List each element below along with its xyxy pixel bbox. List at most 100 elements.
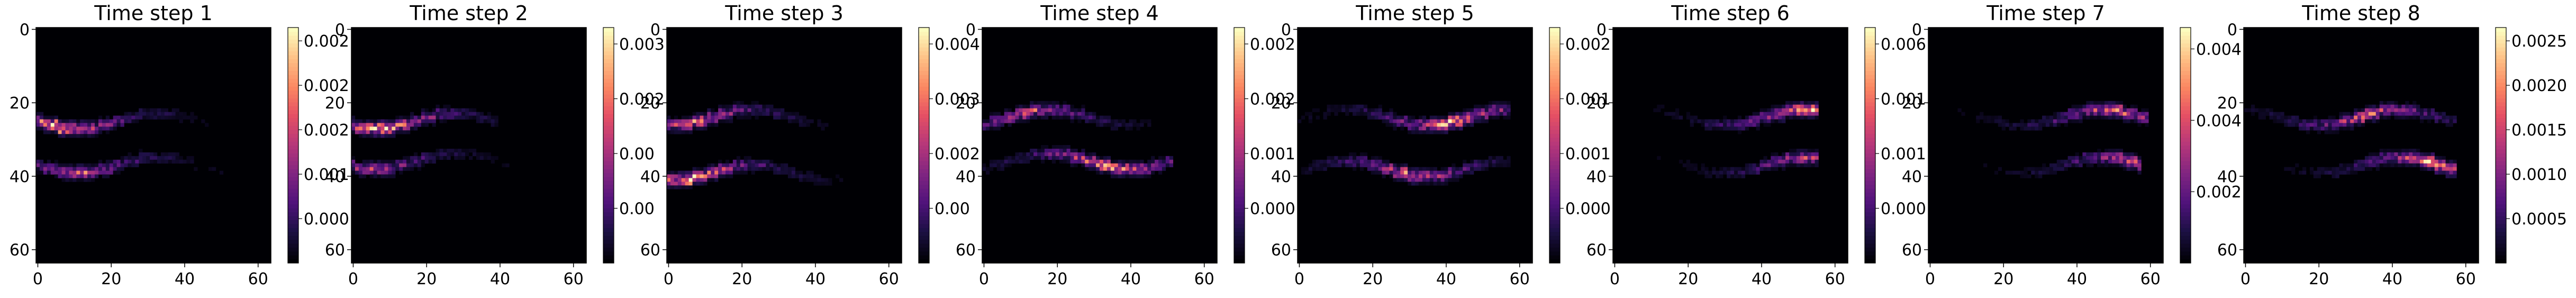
heatmap-cell (1066, 145, 1071, 149)
heatmap-cell (432, 152, 436, 157)
heatmap-cell (2346, 123, 2351, 127)
heatmap-cell (421, 123, 425, 127)
colorbar-segment (1865, 196, 1875, 201)
heatmap-cell (454, 108, 458, 112)
heatmap-cell (2328, 119, 2332, 123)
heatmap-cell (1463, 108, 1467, 112)
heatmap-cell (1382, 119, 1386, 123)
colorbar-segment (2180, 98, 2191, 103)
heatmap-cell (1418, 167, 1423, 171)
heatmap-cell (1433, 123, 1437, 127)
heatmap-cell (674, 127, 678, 131)
colorbar-segment (919, 184, 929, 189)
heatmap-cell (483, 156, 487, 160)
heatmap-cell (54, 170, 58, 175)
colorbar-segment (288, 110, 298, 114)
heatmap-cell (2317, 127, 2321, 131)
x-tick-label: 40 (490, 270, 510, 288)
heatmap-cell (2024, 123, 2028, 127)
heatmap-cell (1484, 108, 1489, 112)
colorbar-segment (1549, 173, 1560, 177)
heatmap-cell (1055, 148, 1059, 153)
heatmap-cell (740, 104, 744, 109)
heatmap-cell (131, 159, 135, 164)
heatmap-cell (1693, 167, 1698, 171)
heatmap-cell (806, 174, 810, 178)
colorbar-segment (1549, 55, 1560, 59)
colorbar-segment (919, 255, 929, 260)
colorbar-segment (288, 118, 298, 122)
heatmap-cell (1015, 156, 1019, 160)
heatmap-cell (1778, 108, 1782, 112)
heatmap-cell (1690, 119, 1694, 123)
heatmap-cell (84, 163, 88, 167)
heatmap-cell (1741, 123, 1746, 127)
heatmap-cell (395, 123, 400, 127)
heatmap-cell (1022, 104, 1027, 109)
heatmap-cell (2372, 159, 2377, 164)
heatmap-cell (2038, 174, 2043, 178)
heatmap-cell (2394, 112, 2398, 116)
heatmap-cell (164, 115, 169, 120)
colorbar-segment (1234, 220, 1245, 224)
heatmap-cell (366, 170, 370, 175)
heatmap-cell (1389, 163, 1393, 167)
colorbar-segment (288, 239, 298, 244)
heatmap-cell (1759, 119, 1764, 123)
heatmap-cell (1096, 163, 1100, 167)
colorbar-tick-label: 0.002 (619, 91, 665, 109)
heatmap-cell (1785, 104, 1790, 109)
heatmap-cell (116, 123, 121, 127)
heatmap-cell (1763, 112, 1767, 116)
heatmap-cell (1422, 127, 1427, 131)
colorbar-segment (919, 165, 929, 169)
heatmap-cell (120, 159, 124, 164)
colorbar-segment (919, 122, 929, 126)
panel-title: Time step 8 (2301, 2, 2420, 25)
panel-title: Time step 5 (1355, 2, 1474, 25)
heatmap-cell (696, 115, 700, 120)
heatmap-cell (2284, 123, 2288, 127)
heatmap-cell (384, 163, 388, 167)
heatmap-cell (157, 115, 161, 120)
heatmap-cell (388, 127, 392, 131)
heatmap-cell (1019, 119, 1023, 123)
heatmap-cell (432, 123, 436, 127)
heatmap-cell (436, 112, 440, 116)
heatmap-cell (732, 167, 737, 171)
heatmap-cell (2313, 119, 2318, 123)
heatmap-cell (369, 127, 374, 131)
heatmap-cell (142, 115, 147, 120)
heatmap-cell (469, 148, 473, 153)
y-tick-label: 0 (1912, 21, 1922, 39)
heatmap-cell (395, 130, 400, 134)
heatmap-cell (403, 163, 407, 167)
heatmap-cell (450, 148, 455, 153)
heatmap-cell (729, 163, 733, 167)
heatmap-cell (2038, 167, 2043, 171)
heatmap-cell (1081, 148, 1085, 153)
heatmap-cell (1433, 119, 1437, 123)
heatmap-cell (2324, 167, 2328, 171)
colorbar-segment (603, 247, 614, 252)
heatmap-cell (439, 148, 443, 153)
y-tick-label: 60 (325, 241, 345, 260)
heatmap-cell (1782, 112, 1786, 116)
heatmap-cell (1701, 163, 1705, 167)
heatmap-cell (175, 115, 179, 120)
colorbar-segment (2180, 200, 2191, 205)
heatmap-cell (160, 156, 165, 160)
heatmap-cell (413, 123, 418, 127)
colorbar-segment (288, 98, 298, 103)
heatmap-cell (1323, 112, 1327, 116)
heatmap-cell (729, 108, 733, 112)
heatmap-cell (43, 167, 48, 171)
colorbar-segment (2180, 70, 2191, 75)
heatmap-cell (424, 115, 429, 120)
colorbar-segment (1549, 184, 1560, 189)
colorbar-segment (603, 141, 614, 146)
heatmap-cell (373, 127, 377, 131)
heatmap-cell (791, 167, 796, 171)
heatmap-cell (1353, 152, 1357, 157)
heatmap-cell (2093, 112, 2098, 116)
